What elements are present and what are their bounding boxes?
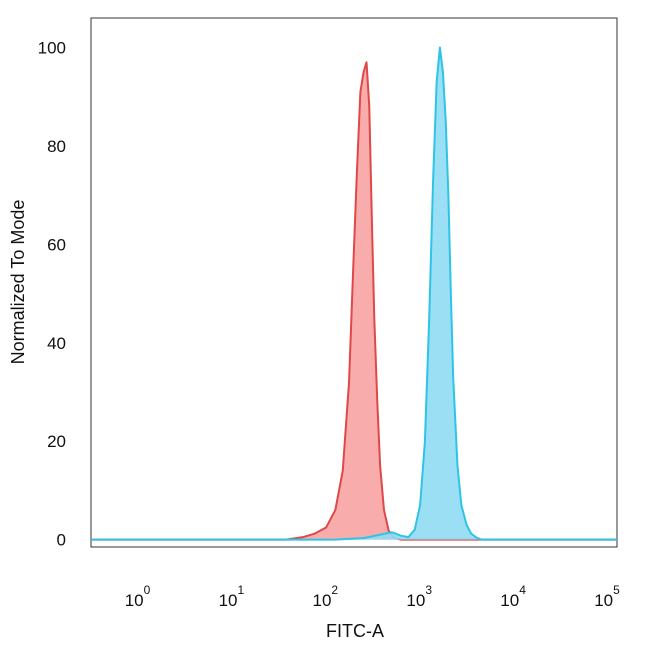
- x-tick-label: 101: [219, 583, 245, 610]
- series-layer: [91, 46, 617, 541]
- y-tick-label: 60: [47, 235, 66, 254]
- series-1-area: [91, 62, 617, 540]
- x-tick-label: 105: [594, 583, 620, 610]
- y-tick-label: 40: [47, 334, 66, 353]
- x-tick-label: 102: [312, 583, 338, 610]
- x-tick-label: 100: [125, 583, 151, 610]
- x-tick-label: 103: [406, 583, 432, 610]
- x-tick-label: 104: [500, 583, 526, 610]
- y-tick-labels: 0 20 40 60 80 100: [38, 39, 66, 550]
- y-tick-label: 0: [57, 531, 66, 550]
- y-tick-label: 20: [47, 432, 66, 451]
- y-tick-label: 100: [38, 39, 66, 58]
- y-axis-title: Normalized To Mode: [8, 200, 28, 365]
- x-tick-labels: 100 101 102 103 104 105: [125, 583, 620, 610]
- x-axis-title: FITC-A: [326, 621, 384, 641]
- series-2-line: [91, 46, 617, 541]
- y-tick-label: 80: [47, 137, 66, 156]
